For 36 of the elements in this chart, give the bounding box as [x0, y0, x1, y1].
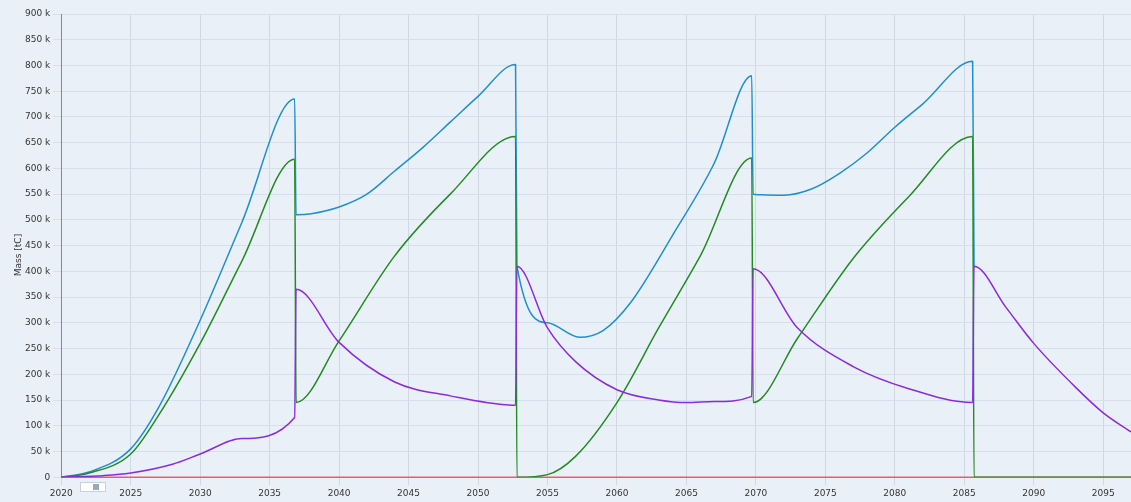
x-tick-label: 2020 — [49, 487, 73, 498]
y-tick-label: 100 k — [24, 420, 52, 431]
y-tick-label: 200 k — [24, 368, 52, 379]
x-tick-label: 2070 — [744, 487, 768, 498]
y-tick-label: 350 k — [24, 291, 52, 302]
y-tick-label: 400 k — [24, 265, 52, 276]
x-tick-label: 2090 — [1022, 487, 1046, 498]
y-tick-label: 850 k — [24, 34, 52, 45]
y-tick-label: 550 k — [24, 188, 52, 199]
x-tick-label: 2035 — [258, 487, 282, 498]
y-tick-label: 500 k — [24, 214, 52, 225]
x-tick-label: 2080 — [883, 487, 907, 498]
x-tick-label: 2040 — [327, 487, 351, 498]
y-tick-label: 150 k — [24, 394, 52, 405]
x-tick-label: 2050 — [466, 487, 490, 498]
y-tick-label: 450 k — [24, 239, 52, 250]
x-tick-label: 2075 — [813, 487, 837, 498]
x-tick-label: 2085 — [952, 487, 976, 498]
y-axis-title: Mass [tC] — [13, 232, 23, 279]
x-tick-label: 2060 — [605, 487, 629, 498]
y-tick-label: 800 k — [24, 59, 52, 70]
x-tick-label: 2025 — [119, 487, 143, 498]
y-tick-label: 50 k — [30, 445, 52, 456]
y-tick-label: 750 k — [24, 85, 52, 96]
x-tick-label: 2065 — [674, 487, 698, 498]
y-tick-label: 700 k — [24, 111, 52, 122]
y-tick-label: 650 k — [24, 137, 52, 148]
x-tick-label: 2095 — [1091, 487, 1115, 498]
x-tick-label: 2030 — [188, 487, 212, 498]
y-tick-label: 600 k — [24, 162, 52, 173]
y-tick-label: 900 k — [24, 8, 52, 19]
y-tick-label: 300 k — [24, 317, 52, 328]
x-tick-label: 2045 — [397, 487, 421, 498]
x-tick-label: 2055 — [536, 487, 559, 498]
y-tick-label: 250 k — [24, 342, 52, 353]
y-tick-label: 0 — [44, 471, 51, 482]
